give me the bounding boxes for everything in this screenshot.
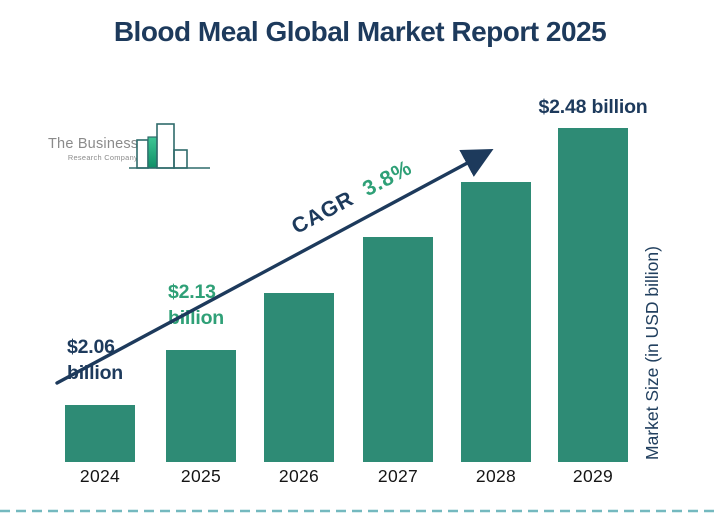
value-label-2029: $2.48 billion [538, 96, 648, 118]
x-tick-2027: 2027 [377, 466, 419, 486]
bar-2026 [264, 293, 334, 462]
y-axis-label: Market Size (in USD billion) [642, 246, 662, 460]
bar-2028 [461, 182, 531, 462]
cagr-value: 3.8% [358, 155, 416, 202]
company-logo: The Business Research Company [46, 123, 211, 178]
logo-bar-chart-icon [129, 123, 210, 169]
bar-2029 [558, 128, 628, 462]
cagr-label: CAGR [287, 186, 358, 239]
logo-text: The Business Research Company [48, 136, 138, 162]
page-title: Blood Meal Global Market Report 2025 [113, 16, 607, 47]
bar-2027 [363, 237, 433, 462]
x-tick-2025: 2025 [180, 466, 222, 486]
logo-text-line2: Research Company [67, 153, 138, 162]
logo-text-line1: The Business [48, 136, 139, 152]
bar-2025 [166, 350, 236, 462]
bar-2024 [65, 405, 135, 462]
x-tick-2028: 2028 [475, 466, 517, 486]
x-tick-2026: 2026 [278, 466, 320, 486]
x-tick-2024: 2024 [79, 466, 121, 486]
x-tick-2029: 2029 [572, 466, 614, 486]
